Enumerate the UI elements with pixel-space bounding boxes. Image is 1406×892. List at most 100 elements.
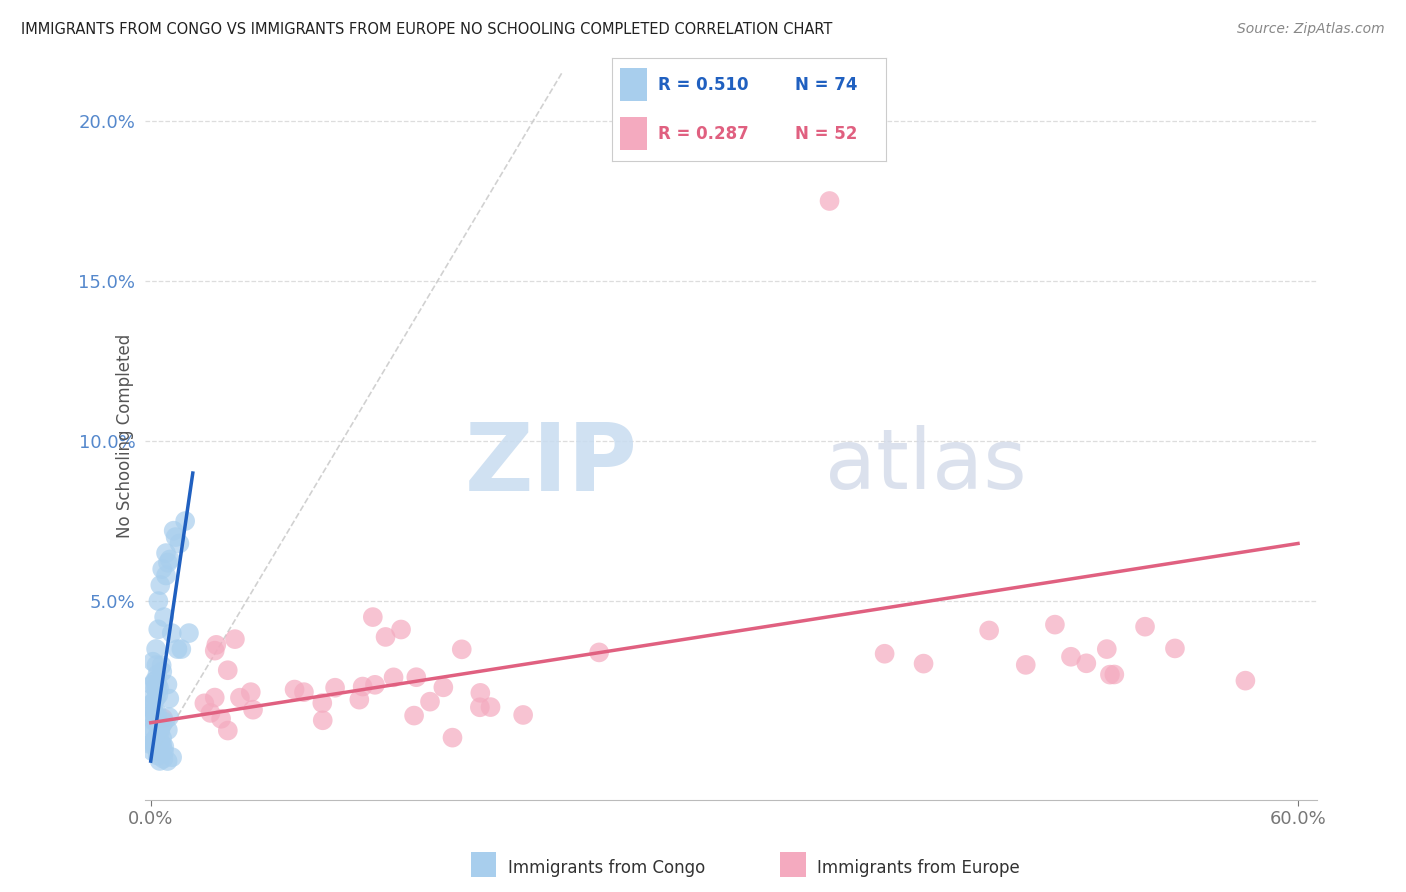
Point: [479, 700, 502, 714]
Text: N = 74: N = 74: [796, 76, 858, 94]
Point: [1098, 667, 1121, 681]
Point: [193, 696, 215, 710]
Point: [818, 194, 841, 208]
Point: [139, 724, 162, 739]
Point: [150, 731, 173, 745]
Point: [361, 610, 384, 624]
Point: [912, 657, 935, 671]
Point: [146, 677, 169, 691]
Point: [1095, 642, 1118, 657]
Point: [177, 626, 200, 640]
Point: [145, 658, 167, 673]
Point: [209, 712, 232, 726]
Point: [141, 720, 163, 734]
Point: [512, 708, 534, 723]
Point: [152, 712, 174, 726]
Point: [157, 691, 180, 706]
Point: [142, 705, 165, 719]
Point: [224, 632, 246, 647]
Point: [160, 626, 183, 640]
Point: [312, 713, 335, 727]
Point: [143, 704, 166, 718]
Point: [588, 645, 610, 659]
Point: [153, 714, 176, 729]
Point: [145, 691, 167, 706]
Point: [364, 678, 387, 692]
Point: [155, 568, 177, 582]
Point: [145, 673, 167, 688]
Point: [1043, 617, 1066, 632]
Point: [143, 674, 166, 689]
Point: [146, 667, 169, 681]
Point: [141, 678, 163, 692]
Point: [145, 715, 167, 730]
Point: [1060, 649, 1083, 664]
Point: [143, 710, 166, 724]
Point: [468, 700, 491, 714]
Text: IMMIGRANTS FROM CONGO VS IMMIGRANTS FROM EUROPE NO SCHOOLING COMPLETED CORRELATI: IMMIGRANTS FROM CONGO VS IMMIGRANTS FROM…: [21, 22, 832, 37]
Point: [146, 748, 169, 763]
Point: [159, 552, 181, 566]
Point: [143, 714, 166, 729]
Point: [143, 707, 166, 722]
Point: [170, 642, 193, 657]
Point: [145, 682, 167, 697]
Point: [419, 695, 441, 709]
Point: [1015, 657, 1038, 672]
Point: [146, 715, 169, 730]
Point: [142, 655, 165, 669]
Point: [142, 744, 165, 758]
Point: [239, 685, 262, 699]
Point: [352, 680, 374, 694]
Point: [205, 638, 228, 652]
Point: [1076, 657, 1098, 671]
Point: [150, 665, 173, 679]
Point: [149, 754, 172, 768]
Point: [163, 524, 186, 538]
Point: [152, 752, 174, 766]
Text: Immigrants from Congo: Immigrants from Congo: [508, 859, 704, 877]
Point: [441, 731, 464, 745]
Point: [156, 754, 179, 768]
Point: [149, 721, 172, 735]
Point: [229, 690, 252, 705]
Point: [148, 594, 170, 608]
Point: [145, 642, 167, 657]
Point: [142, 737, 165, 751]
Bar: [620, 118, 647, 150]
Point: [217, 663, 239, 677]
Point: [349, 692, 371, 706]
Y-axis label: No Schooling Completed: No Schooling Completed: [115, 334, 134, 539]
Point: [165, 530, 187, 544]
Point: [149, 724, 172, 739]
Point: [174, 514, 197, 528]
Point: [1104, 667, 1126, 681]
Point: [157, 710, 180, 724]
Text: R = 0.287: R = 0.287: [658, 125, 749, 143]
Point: [283, 682, 305, 697]
Point: [155, 546, 177, 560]
Point: [405, 670, 427, 684]
Point: [143, 681, 166, 695]
Point: [1164, 641, 1187, 656]
Point: [142, 733, 165, 747]
Point: [148, 744, 170, 758]
Point: [200, 706, 222, 720]
Point: [146, 706, 169, 720]
Point: [217, 723, 239, 738]
Point: [432, 681, 454, 695]
Text: Immigrants from Europe: Immigrants from Europe: [817, 859, 1019, 877]
Point: [145, 740, 167, 755]
Point: [153, 739, 176, 754]
Point: [204, 690, 226, 705]
Point: [148, 681, 170, 695]
Point: [149, 735, 172, 749]
Point: [146, 682, 169, 697]
Point: [148, 688, 170, 702]
Point: [139, 698, 162, 712]
Point: [156, 723, 179, 737]
Point: [169, 536, 191, 550]
Text: Source: ZipAtlas.com: Source: ZipAtlas.com: [1237, 22, 1385, 37]
Point: [146, 727, 169, 741]
Point: [1234, 673, 1257, 688]
